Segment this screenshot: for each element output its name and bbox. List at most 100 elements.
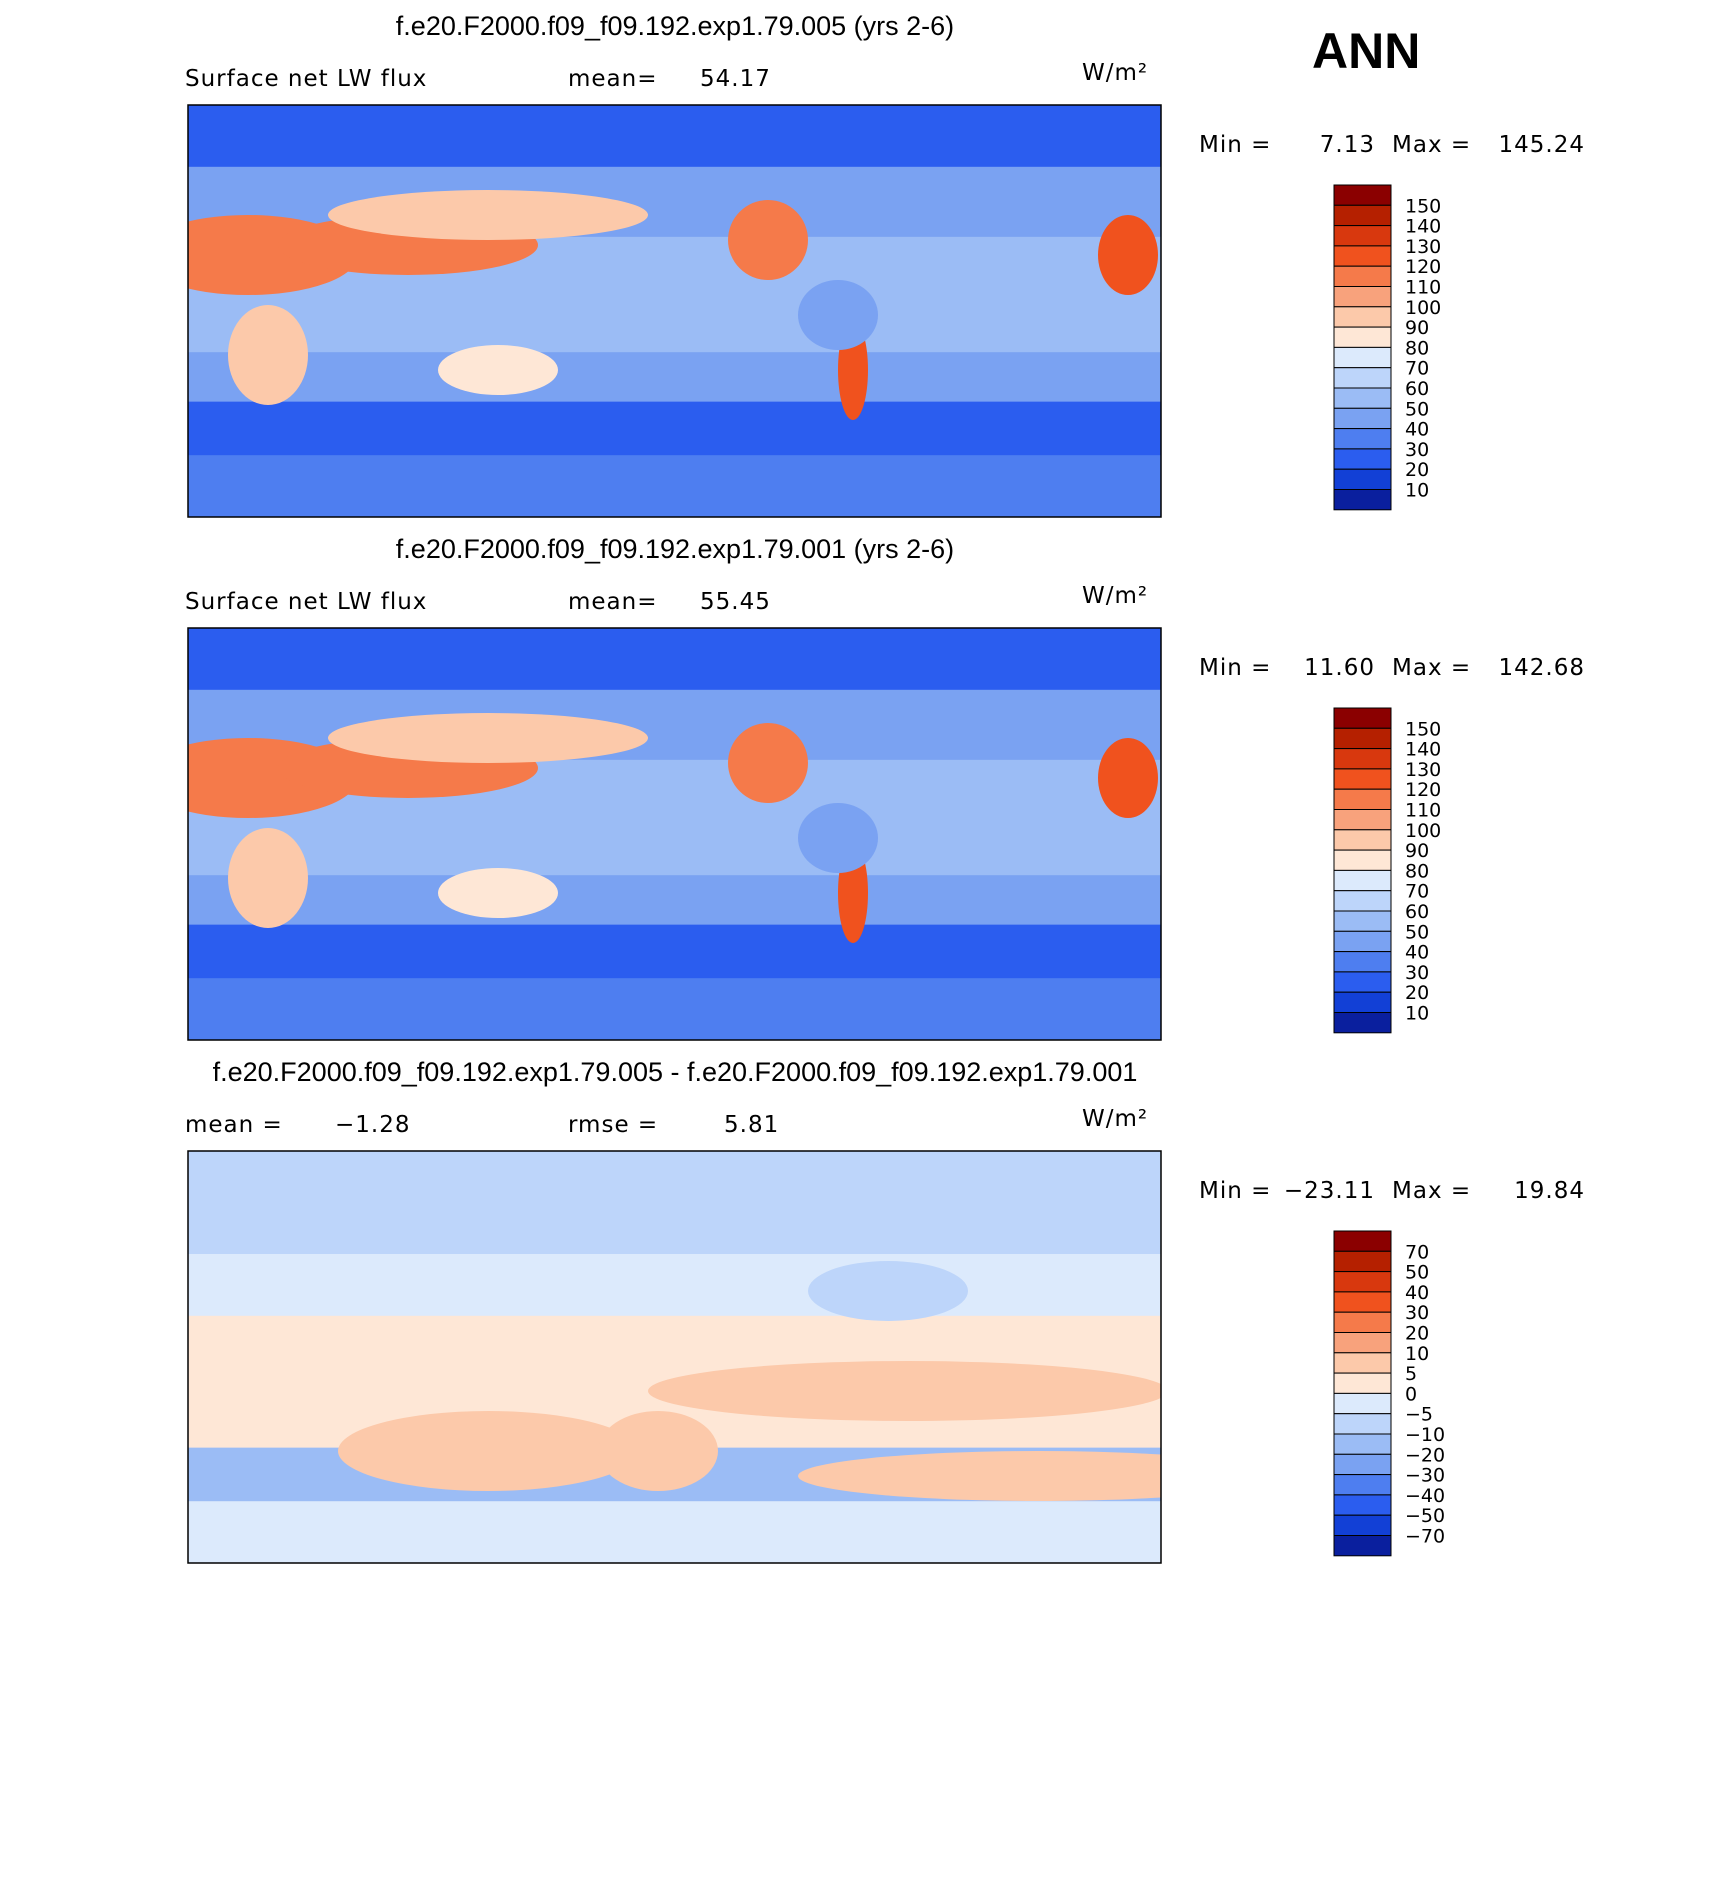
colorbar-box <box>1333 245 1392 267</box>
colorbar-box <box>1333 225 1392 247</box>
season-label: ANN <box>1312 23 1420 79</box>
panel-title: f.e20.F2000.f09_f09.192.exp1.79.005 (yrs… <box>396 11 954 41</box>
map-region <box>798 803 878 873</box>
map-band <box>188 978 1161 1040</box>
stat-label: mean= <box>568 66 658 92</box>
max-label: Max = <box>1392 132 1471 158</box>
colorbar-label: 30 <box>1405 962 1429 984</box>
colorbar-box <box>1333 1012 1392 1034</box>
map-region <box>598 1411 718 1491</box>
map-band <box>188 924 1161 980</box>
colorbar-label: 20 <box>1405 1323 1429 1345</box>
colorbar-label: 10 <box>1405 480 1429 502</box>
colorbar-box <box>1333 1494 1392 1516</box>
panel-title: f.e20.F2000.f09_f09.192.exp1.79.001 (yrs… <box>396 534 954 564</box>
colorbar-label: 110 <box>1405 800 1441 822</box>
colorbar-label: 5 <box>1405 1363 1417 1385</box>
colorbar-box <box>1333 1311 1392 1333</box>
colorbar-label: 80 <box>1405 860 1429 882</box>
colorbar-box <box>1333 1291 1392 1313</box>
colorbar-label: 60 <box>1405 378 1429 400</box>
max-value: 145.24 <box>1499 132 1585 158</box>
colorbar-box <box>1333 768 1392 790</box>
colorbar-box <box>1333 1535 1392 1557</box>
min-label: Min = <box>1199 655 1271 681</box>
colorbar-label: 40 <box>1405 419 1429 441</box>
map-band <box>188 1254 1161 1317</box>
colorbar-box <box>1333 306 1392 328</box>
panel: f.e20.F2000.f09_f09.192.exp1.79.005 (yrs… <box>185 11 1585 518</box>
colorbar-box <box>1333 991 1392 1014</box>
colorbar-label: 40 <box>1405 1282 1429 1304</box>
colorbar-label: 20 <box>1405 459 1429 481</box>
map-band <box>188 1501 1161 1563</box>
map-region <box>808 1261 968 1321</box>
variable-label: Surface net LW flux <box>185 589 427 615</box>
colorbar-box <box>1333 407 1392 430</box>
map <box>188 1151 1161 1563</box>
colorbar-box <box>1333 930 1392 953</box>
map-region <box>338 1411 638 1491</box>
colorbar-label: 140 <box>1405 739 1441 761</box>
stat-value: 5.81 <box>724 1112 779 1138</box>
colorbar-box <box>1333 367 1392 389</box>
colorbar-label: 100 <box>1405 820 1441 842</box>
colorbar-label: 20 <box>1405 982 1429 1004</box>
map-region <box>798 280 878 350</box>
colorbar-box <box>1333 1514 1392 1536</box>
colorbar-label: 50 <box>1405 1262 1429 1284</box>
colorbar-box <box>1333 748 1392 770</box>
map-region <box>328 713 648 763</box>
colorbar-box <box>1333 1474 1392 1496</box>
units: W/m² <box>1082 583 1148 609</box>
max-value: 19.84 <box>1514 1178 1585 1204</box>
map-region <box>228 305 308 405</box>
colorbar-box <box>1333 971 1392 993</box>
colorbar-box <box>1333 489 1392 511</box>
map-band <box>188 105 1161 168</box>
max-label: Max = <box>1392 1178 1471 1204</box>
map-region <box>728 200 808 280</box>
colorbar-label: −20 <box>1405 1444 1445 1466</box>
colorbar-box <box>1333 829 1392 851</box>
colorbar-box <box>1333 448 1392 470</box>
map-band <box>188 352 1161 403</box>
colorbar-label: 30 <box>1405 1302 1429 1324</box>
colorbar-box <box>1333 1230 1392 1252</box>
colorbar-box <box>1333 204 1392 227</box>
min-label: Min = <box>1199 132 1271 158</box>
colorbar-label: 0 <box>1405 1383 1417 1405</box>
colorbar-label: 130 <box>1405 236 1441 258</box>
colorbar-box <box>1333 1352 1392 1374</box>
panel-title: f.e20.F2000.f09_f09.192.exp1.79.005 - f.… <box>213 1057 1138 1087</box>
panel: f.e20.F2000.f09_f09.192.exp1.79.005 - f.… <box>185 1057 1585 1564</box>
units: W/m² <box>1082 60 1148 86</box>
map <box>188 105 1161 517</box>
colorbar-box <box>1333 326 1392 348</box>
min-value: −23.11 <box>1284 1178 1375 1204</box>
stat-value: 55.45 <box>700 589 771 615</box>
colorbar-box <box>1333 346 1392 369</box>
colorbar-box <box>1333 951 1392 973</box>
colorbar-label: 150 <box>1405 195 1441 217</box>
colorbar-box <box>1333 1372 1392 1394</box>
colorbar-label: 140 <box>1405 216 1441 238</box>
map-region <box>438 868 558 918</box>
map-band <box>188 401 1161 457</box>
colorbar-box <box>1333 468 1392 491</box>
colorbar-box <box>1333 849 1392 871</box>
colorbar-label: 70 <box>1405 1241 1429 1263</box>
colorbar-box <box>1333 286 1392 308</box>
map-frame <box>187 104 1162 518</box>
colorbar-box <box>1333 727 1392 750</box>
panel: f.e20.F2000.f09_f09.192.exp1.79.001 (yrs… <box>185 534 1584 1041</box>
map-region <box>228 828 308 928</box>
map-frame <box>187 627 1162 1041</box>
max-label: Max = <box>1392 655 1471 681</box>
colorbar-label: −10 <box>1405 1424 1445 1446</box>
colorbar-label: 80 <box>1405 337 1429 359</box>
min-label: Min = <box>1199 1178 1271 1204</box>
map-region <box>1098 215 1158 295</box>
colorbar-box <box>1333 1250 1392 1273</box>
